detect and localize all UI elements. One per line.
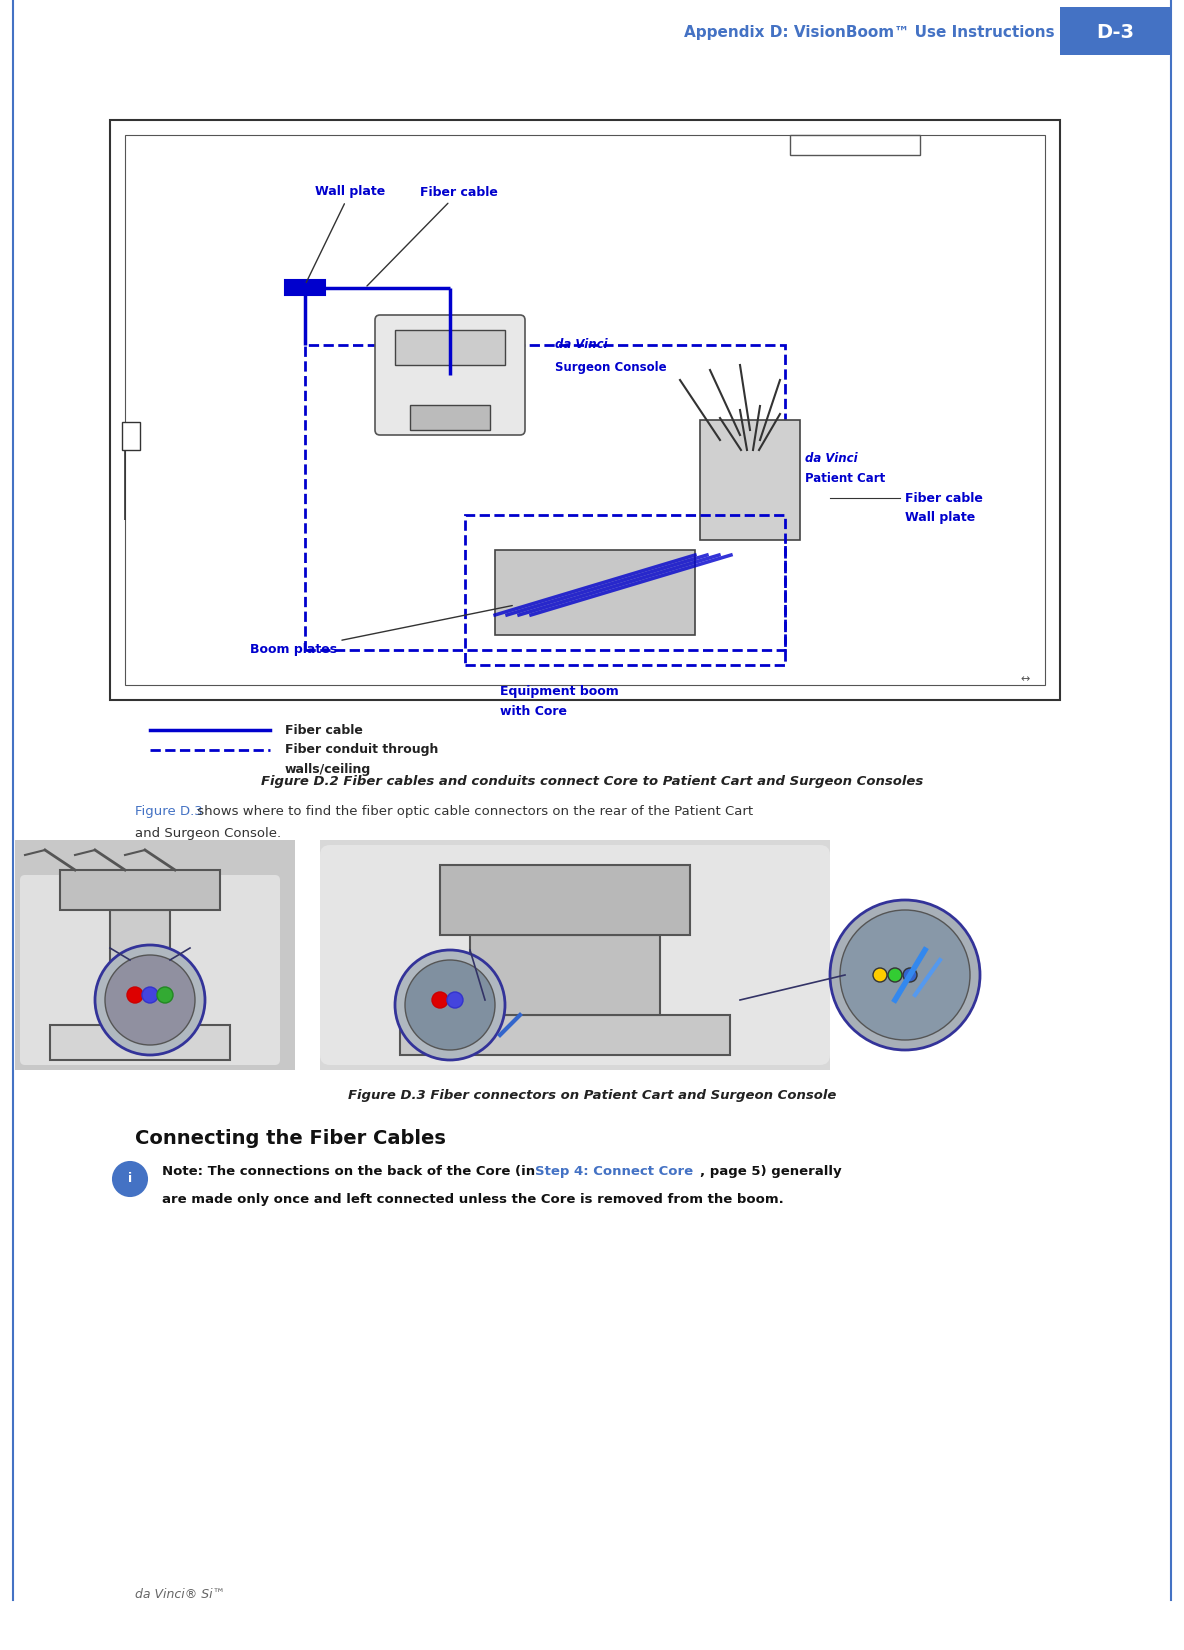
Bar (700, 421, 800, 540)
Circle shape (395, 950, 506, 1059)
Text: Appendix D: VisionBoom™ Use Instructions: Appendix D: VisionBoom™ Use Instructions (684, 25, 1055, 40)
Text: i: i (128, 1173, 133, 1185)
Text: D-3: D-3 (1096, 23, 1134, 41)
Bar (305, 345, 785, 650)
Circle shape (105, 955, 195, 1044)
Circle shape (112, 1162, 147, 1196)
Bar (50, 1025, 230, 1059)
Circle shape (127, 987, 143, 1003)
Circle shape (830, 899, 980, 1049)
FancyBboxPatch shape (1060, 7, 1170, 54)
Bar (122, 422, 140, 450)
Circle shape (95, 945, 205, 1054)
Bar (110, 120, 1060, 700)
Bar (470, 936, 659, 1015)
Text: shows where to find the fiber optic cable connectors on the rear of the Patient : shows where to find the fiber optic cabl… (193, 805, 753, 818)
Bar (395, 330, 506, 365)
Bar (495, 549, 695, 635)
Circle shape (448, 992, 463, 1008)
Text: Boom plates: Boom plates (250, 606, 513, 657)
Bar (60, 870, 220, 911)
Text: with Core: with Core (500, 706, 567, 718)
Text: da Vinci: da Vinci (805, 452, 857, 465)
Circle shape (903, 969, 916, 982)
Text: Figure D.3 Fiber connectors on Patient Cart and Surgeon Console: Figure D.3 Fiber connectors on Patient C… (348, 1089, 836, 1102)
Text: Equipment boom: Equipment boom (500, 685, 619, 698)
Text: walls/ceiling: walls/ceiling (285, 764, 372, 777)
Bar (790, 135, 920, 155)
Text: Wall plate: Wall plate (307, 185, 385, 282)
Text: ↔: ↔ (1021, 673, 1030, 685)
Bar (285, 280, 324, 295)
Text: Surgeon Console: Surgeon Console (555, 361, 667, 375)
Text: Patient Cart: Patient Cart (805, 472, 886, 485)
Bar (110, 911, 170, 1030)
Circle shape (142, 987, 157, 1003)
Text: Step 4: Connect Core: Step 4: Connect Core (535, 1165, 693, 1178)
Circle shape (839, 911, 970, 1040)
Bar (15, 840, 295, 1069)
Text: Fiber cable: Fiber cable (905, 492, 983, 505)
Circle shape (888, 969, 902, 982)
Text: Fiber conduit through: Fiber conduit through (285, 744, 438, 756)
Text: Note: The connections on the back of the Core (in: Note: The connections on the back of the… (162, 1165, 540, 1178)
Bar (320, 840, 830, 1069)
Circle shape (405, 960, 495, 1049)
Text: and Surgeon Console.: and Surgeon Console. (135, 828, 281, 840)
Text: Figure D.2 Fiber cables and conduits connect Core to Patient Cart and Surgeon Co: Figure D.2 Fiber cables and conduits con… (260, 776, 924, 789)
Circle shape (873, 969, 887, 982)
Text: da Vinci: da Vinci (555, 338, 607, 351)
Bar (126, 135, 1045, 685)
Bar (465, 515, 785, 665)
Text: are made only once and left connected unless the Core is removed from the boom.: are made only once and left connected un… (162, 1193, 784, 1206)
Text: Connecting the Fiber Cables: Connecting the Fiber Cables (135, 1129, 446, 1147)
Text: Wall plate: Wall plate (905, 512, 976, 525)
FancyBboxPatch shape (375, 315, 525, 436)
FancyBboxPatch shape (320, 845, 830, 1064)
Text: , page 5) generally: , page 5) generally (700, 1165, 842, 1178)
Text: Fiber cable: Fiber cable (367, 185, 498, 285)
Bar (400, 1015, 731, 1054)
Text: Figure D.3: Figure D.3 (135, 805, 202, 818)
FancyBboxPatch shape (20, 874, 279, 1064)
Text: Fiber cable: Fiber cable (285, 723, 362, 736)
Text: da Vinci® Si™: da Vinci® Si™ (135, 1589, 225, 1602)
Circle shape (432, 992, 448, 1008)
Circle shape (157, 987, 173, 1003)
Bar (440, 865, 690, 936)
Bar (410, 404, 490, 431)
